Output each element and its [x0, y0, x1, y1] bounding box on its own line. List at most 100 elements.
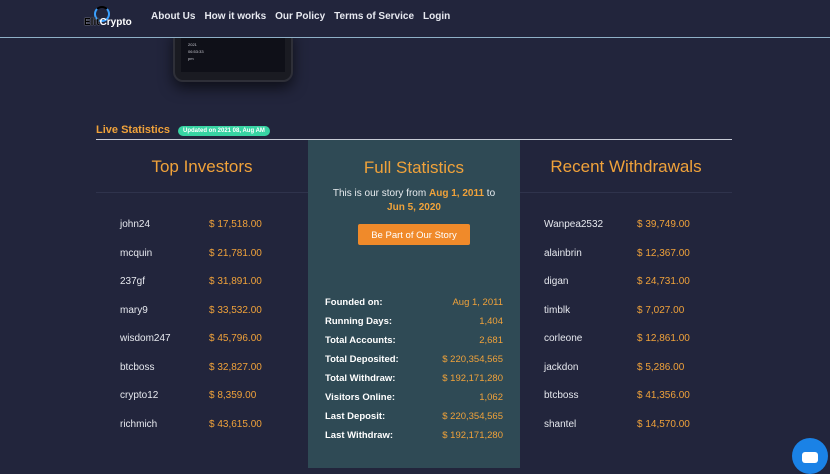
- stat-label: Total Withdraw:: [325, 373, 396, 384]
- stat-row: Running Days: 1,404: [325, 312, 503, 331]
- amount-value: $ 24,731.00: [637, 276, 690, 287]
- recent-withdrawals-list: Wanpea2532 $ 39,749.00 alainbrin $ 12,367.0…: [544, 219, 704, 447]
- stat-value: Aug 1, 2011: [452, 297, 503, 308]
- updated-badge: Updated on 2021 08, Aug AM: [178, 126, 270, 136]
- list-item: btcboss $ 32,827.00: [120, 362, 280, 391]
- list-item: btcboss $ 41,356.00: [544, 390, 704, 419]
- user-name: mcquin: [120, 247, 153, 259]
- logo-ring-icon: [94, 6, 110, 22]
- user-name: shantel: [544, 418, 577, 430]
- brand-name: ElitCrypto: [84, 17, 132, 28]
- stat-label: Last Withdraw:: [325, 430, 393, 441]
- user-name: timblk: [544, 304, 571, 316]
- user-name: Wanpea2532: [544, 219, 604, 230]
- stat-value: 1,062: [479, 392, 503, 403]
- stat-value: 1,404: [479, 316, 503, 327]
- stat-value: $ 220,354,565: [442, 354, 503, 365]
- section-divider: [96, 139, 732, 140]
- amount-value: $ 45,796.00: [209, 333, 262, 344]
- stat-value: $ 192,171,280: [442, 430, 503, 441]
- story-start-date: Aug 1, 2011: [428, 188, 485, 199]
- user-name: btcboss: [120, 361, 155, 373]
- nav-terms-of-service[interactable]: Terms of Service: [334, 11, 415, 22]
- user-name: richmich: [120, 418, 158, 430]
- nav-about-us[interactable]: About Us: [151, 11, 196, 22]
- phone-screen: 2021 06:53:33 pm: [181, 32, 285, 72]
- user-name: mary9: [120, 304, 148, 316]
- top-investors-list: john24 $ 17,518.00 mcquin $ 21,781.00 237gf $…: [120, 219, 280, 447]
- list-item: Wanpea2532 $ 39,749.00: [544, 219, 704, 248]
- stat-label: Total Deposited:: [325, 354, 399, 365]
- amount-value: $ 43,615.00: [209, 418, 262, 430]
- user-name: john24: [120, 219, 151, 230]
- amount-value: $ 12,367.00: [637, 247, 690, 259]
- list-item: wisdom247 $ 45,796.00: [120, 333, 280, 362]
- user-name: crypto12: [120, 390, 159, 401]
- amount-value: $ 8,359.00: [209, 390, 257, 401]
- stat-row: Total Withdraw: $ 192,171,280: [325, 369, 503, 388]
- top-investors-title: Top Investors: [151, 157, 253, 176]
- stat-row: Total Deposited: $ 220,354,565: [325, 350, 503, 369]
- user-name: alainbrin: [544, 247, 582, 259]
- stat-value: $ 220,354,565: [442, 411, 503, 422]
- stat-label: Founded on:: [325, 297, 383, 308]
- list-item: john24 $ 17,518.00: [120, 219, 280, 248]
- full-statistics-panel: Full Statistics This is our story from A…: [308, 140, 520, 468]
- nav-login[interactable]: Login: [423, 11, 451, 22]
- chat-widget-button[interactable]: [792, 438, 828, 474]
- nav-our-policy[interactable]: Our Policy: [275, 11, 326, 22]
- amount-value: $ 41,356.00: [637, 390, 690, 401]
- live-statistics-label: Live Statistics: [96, 124, 170, 136]
- nav-how-it-works[interactable]: How it works: [204, 11, 267, 22]
- stat-row: Last Deposit: $ 220,354,565: [325, 407, 503, 426]
- list-item: mcquin $ 21,781.00: [120, 248, 280, 277]
- amount-value: $ 14,570.00: [637, 418, 690, 430]
- story-end-date: Jun 5, 2020: [387, 202, 441, 213]
- stat-label: Visitors Online:: [325, 392, 396, 403]
- list-item: 237gf $ 31,891.00: [120, 276, 280, 305]
- list-item: richmich $ 43,615.00: [120, 419, 280, 448]
- amount-value: $ 33,532.00: [209, 304, 262, 316]
- amount-value: $ 39,749.00: [637, 219, 690, 230]
- amount-value: $ 17,518.00: [209, 219, 262, 230]
- stat-label: Running Days:: [325, 316, 393, 327]
- user-name: wisdom247: [120, 333, 171, 344]
- amount-value: $ 21,781.00: [209, 247, 262, 259]
- stat-label: Last Deposit:: [325, 411, 386, 422]
- stat-value: $ 192,171,280: [442, 373, 503, 384]
- user-name: jackdon: [544, 361, 579, 373]
- phone-text: 2021: [188, 42, 197, 47]
- phone-text: pm: [188, 56, 194, 61]
- be-part-of-our-story-button[interactable]: Be Part of Our Story: [358, 224, 470, 245]
- amount-value: $ 32,827.00: [209, 361, 262, 373]
- list-item: alainbrin $ 12,367.00: [544, 248, 704, 277]
- full-statistics-title: Full Statistics: [363, 158, 465, 177]
- stat-row: Visitors Online: 1,062: [325, 388, 503, 407]
- stat-row: Last Withdraw: $ 192,171,280: [325, 426, 503, 445]
- user-name: 237gf: [120, 276, 146, 287]
- list-item: crypto12 $ 8,359.00: [120, 390, 280, 419]
- amount-value: $ 5,286.00: [637, 361, 685, 373]
- list-item: mary9 $ 33,532.00: [120, 305, 280, 334]
- list-item: digan $ 24,731.00: [544, 276, 704, 305]
- user-name: btcboss: [544, 390, 579, 401]
- stat-value: 2,681: [479, 335, 503, 346]
- list-item: timblk $ 7,027.00: [544, 305, 704, 334]
- user-name: corleone: [544, 333, 583, 344]
- story-text: This is our story from Aug 1, 2011 to Ju…: [332, 188, 496, 213]
- column-divider: [520, 192, 732, 193]
- statistics-table: Founded on: Aug 1, 2011 Running Days: 1,404…: [325, 293, 503, 445]
- chat-bubble-icon: [802, 452, 818, 463]
- list-item: corleone $ 12,861.00: [544, 333, 704, 362]
- site-header: ElitCrypto About Us How it works Our Pol…: [0, 0, 830, 38]
- list-item: shantel $ 14,570.00: [544, 419, 704, 448]
- stat-row: Founded on: Aug 1, 2011: [325, 293, 503, 312]
- phone-text: 06:53:33: [188, 49, 204, 54]
- site-logo[interactable]: ElitCrypto: [84, 6, 144, 32]
- amount-value: $ 7,027.00: [637, 304, 685, 316]
- amount-value: $ 31,891.00: [209, 276, 262, 287]
- recent-withdrawals-title: Recent Withdrawals: [550, 157, 702, 176]
- amount-value: $ 12,861.00: [637, 333, 690, 344]
- list-item: jackdon $ 5,286.00: [544, 362, 704, 391]
- stat-row: Total Accounts: 2,681: [325, 331, 503, 350]
